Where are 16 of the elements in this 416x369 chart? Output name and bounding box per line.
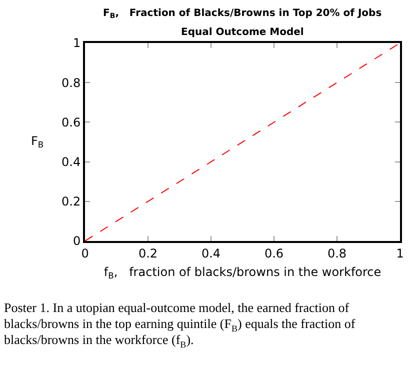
x-tick-label: 0.2 [138, 246, 158, 260]
y-tick-label: 0.4 [62, 155, 81, 169]
x-tick-label: 0.6 [264, 246, 284, 260]
y-axis-title: F$_{B}$ [31, 134, 44, 150]
x-axis-title: f$_{B}$, fraction of blacks/browns in the workforce [104, 264, 382, 280]
y-tick-label: 0.6 [62, 115, 81, 130]
x-tick-label: 1 [396, 246, 404, 260]
y-tick-label: 0.2 [62, 194, 81, 209]
text: Poster 1. In a utopian equal-outcome model, the earned fraction of blacks/browns in the top earning quintile (F$_{B}$) equals the fraction of blacks/browns in the workforce (f$_{B}$). [4, 300, 356, 350]
x-tick-label: 0.4 [201, 246, 221, 260]
x-tick-label: 0.8 [327, 246, 347, 260]
y-tick-label: 1 [72, 36, 81, 50]
y-tick-label: 0.8 [62, 76, 81, 90]
chart-subtitle: Equal Outcome Model [181, 27, 304, 38]
chart-title: F$_{B}$, Fraction of Blacks/Browns in Top 20% of Jobs [103, 8, 382, 20]
y-tick-label: 0 [72, 234, 81, 248]
